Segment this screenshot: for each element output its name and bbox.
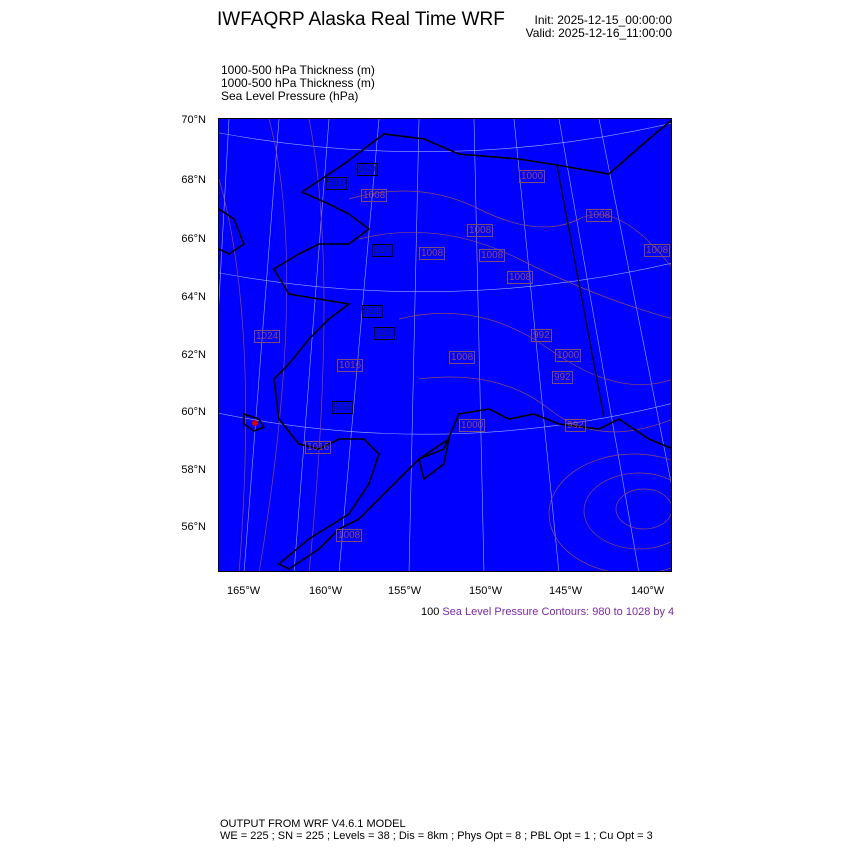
contour-label: 1008 (336, 529, 363, 542)
lat-label-66n: 66°N (181, 233, 206, 245)
contour-info-lead: 100 (421, 606, 440, 618)
contour-label: 1000 (555, 349, 582, 362)
contour-label: 1016 (337, 359, 364, 372)
contour-label: 1008 (419, 247, 446, 260)
high-thickness-spot (252, 420, 258, 426)
lat-label-56n: 56°N (181, 521, 206, 533)
contour-info-text: Sea Level Pressure Contours: 980 to 1028… (442, 606, 675, 618)
contour-label: 1000 (459, 419, 486, 432)
field-label-thickness-1: 1000-500 hPa Thickness (m) (221, 63, 375, 77)
graticule (219, 119, 671, 571)
lon-label-145w: 145°W (549, 585, 583, 597)
contour-label: 1024 (254, 330, 281, 343)
lat-label-60n: 60°N (181, 406, 206, 418)
plot-title: IWFAQRP Alaska Real Time WRF (217, 9, 505, 30)
contour-label: 1016 (305, 441, 332, 454)
lat-label-68n: 68°N (181, 174, 206, 186)
contour-label: 522 (374, 327, 395, 340)
contour-label: 1008 (479, 249, 506, 262)
contour-label: 510 (326, 177, 347, 190)
contour-label: 1008 (361, 189, 388, 202)
contour-label: 1008 (586, 209, 613, 222)
lon-label-155w: 155°W (388, 585, 422, 597)
lon-label-150w: 150°W (469, 585, 503, 597)
lat-label-58n: 58°N (181, 464, 206, 476)
contour-label: 1000 (519, 170, 546, 183)
contour-label: 1008 (507, 271, 534, 284)
contour-label: 992 (552, 371, 573, 384)
contour-label: 510 (372, 244, 393, 257)
contour-label: 510 (357, 163, 378, 176)
lat-label-62n: 62°N (181, 349, 206, 361)
contour-label: 516 (332, 401, 353, 414)
field-label-thickness-2: 1000-500 hPa Thickness (m) (221, 76, 375, 90)
lat-label-64n: 64°N (181, 291, 206, 303)
map-panel: 510 510 1008 1000 1008 1008 1008 1008 51… (218, 118, 672, 572)
footer-model: OUTPUT FROM WRF V4.6.1 MODEL (220, 818, 406, 830)
contour-label: 1008 (449, 351, 476, 364)
lat-label-70n: 70°N (181, 114, 206, 126)
lon-label-140w: 140°W (631, 585, 665, 597)
contour-label: 992 (565, 419, 586, 432)
contour-label: 992 (531, 329, 552, 342)
coastline (219, 119, 671, 570)
contour-label: 1008 (644, 244, 671, 257)
map-svg (219, 119, 671, 571)
init-time: Init: 2025-12-15_00:00:00 (534, 13, 672, 27)
lon-label-165w: 165°W (227, 585, 261, 597)
valid-time: Valid: 2025-12-16_11:00:00 (525, 26, 672, 40)
contour-label: 1008 (467, 224, 494, 237)
canada-border (556, 164, 605, 418)
footer-config: WE = 225 ; SN = 225 ; Levels = 38 ; Dis … (220, 830, 653, 842)
contour-info: 100 Sea Level Pressure Contours: 980 to … (421, 606, 674, 618)
lon-label-160w: 160°W (309, 585, 343, 597)
field-label-slp: Sea Level Pressure (hPa) (221, 89, 359, 103)
slp-contours (219, 119, 671, 571)
contour-label: 522 (362, 305, 383, 318)
